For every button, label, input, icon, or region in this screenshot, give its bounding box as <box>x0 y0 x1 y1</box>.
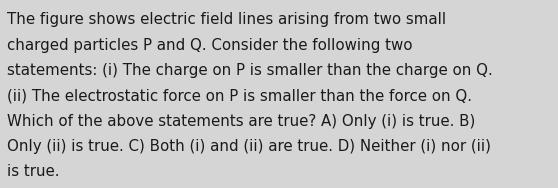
Text: Which of the above statements are true? A) Only (i) is true. B): Which of the above statements are true? … <box>7 114 475 129</box>
Text: The figure shows electric field lines arising from two small: The figure shows electric field lines ar… <box>7 12 446 27</box>
Text: (ii) The electrostatic force on P is smaller than the force on Q.: (ii) The electrostatic force on P is sma… <box>7 88 472 103</box>
Text: is true.: is true. <box>7 164 60 180</box>
Text: Only (ii) is true. C) Both (i) and (ii) are true. D) Neither (i) nor (ii): Only (ii) is true. C) Both (i) and (ii) … <box>7 139 491 154</box>
Text: charged particles P and Q. Consider the following two: charged particles P and Q. Consider the … <box>7 38 413 53</box>
Text: statements: (i) The charge on P is smaller than the charge on Q.: statements: (i) The charge on P is small… <box>7 63 493 78</box>
